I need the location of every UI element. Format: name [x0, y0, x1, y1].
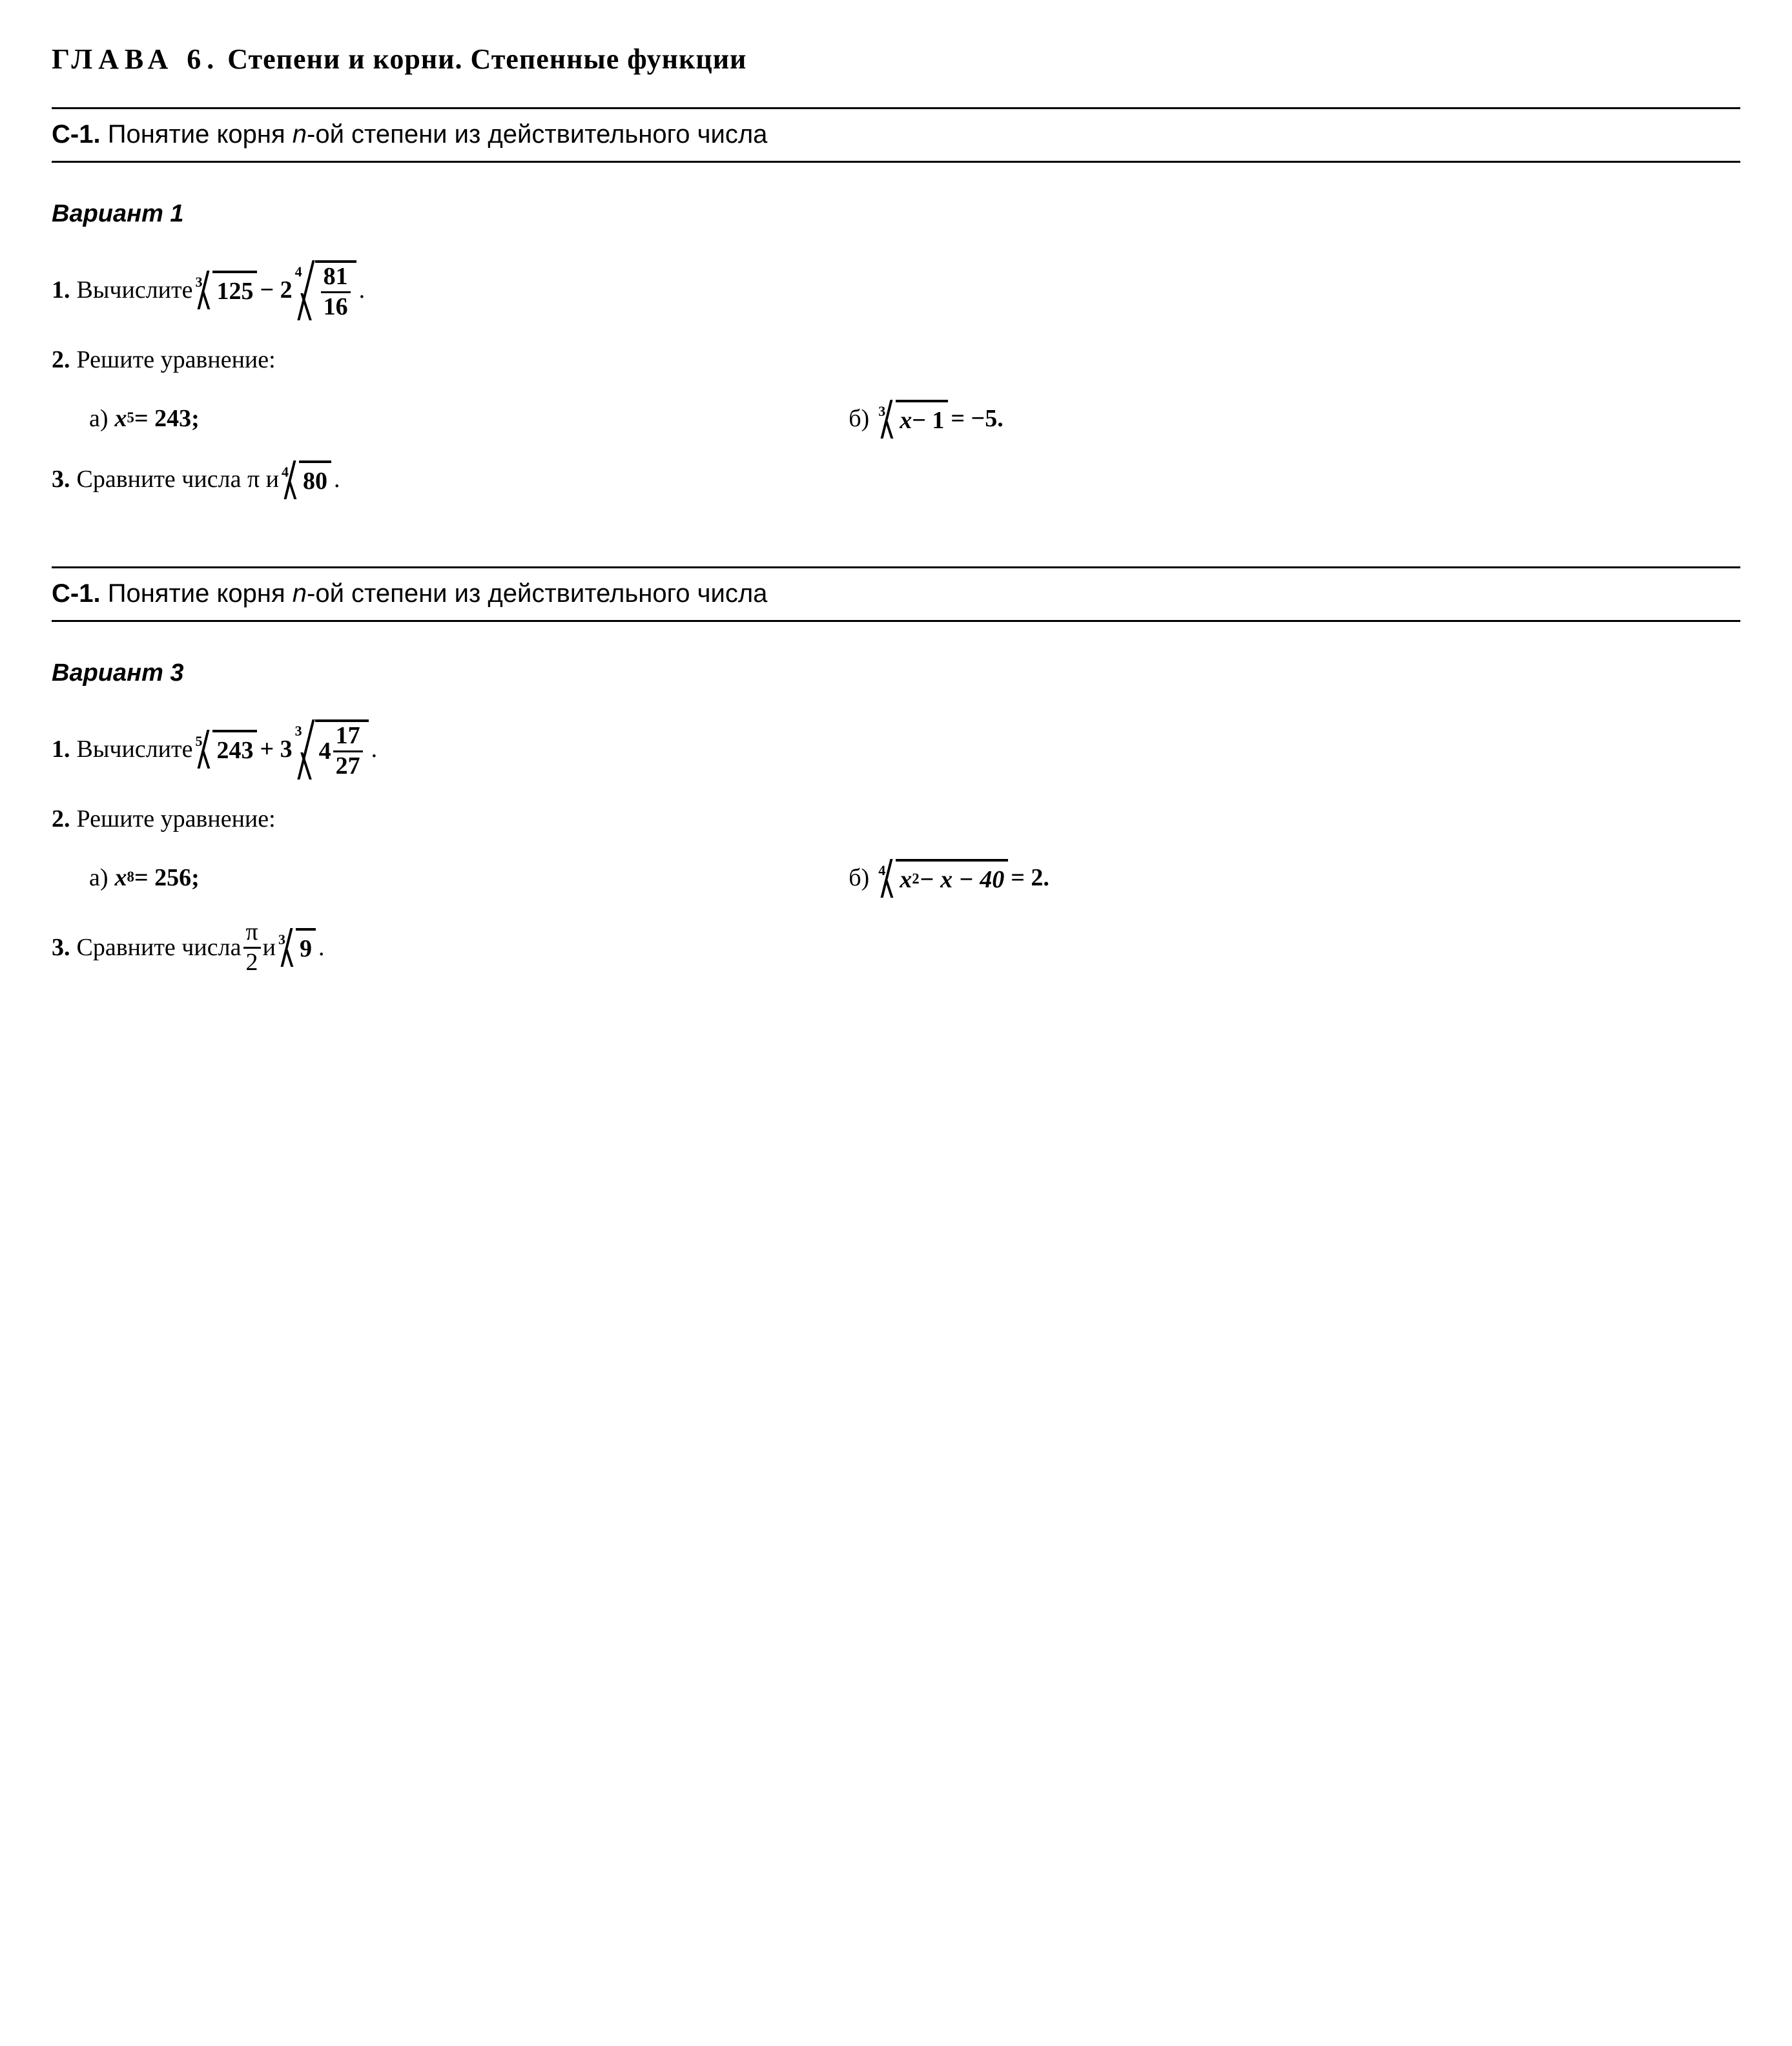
frac-den: 27	[333, 750, 363, 780]
exp-2: 2	[912, 868, 919, 889]
section-title-before: Понятие корня	[108, 120, 293, 149]
frac-num: 17	[333, 723, 363, 750]
frac-num: 81	[321, 264, 351, 291]
part-a-label: а)	[89, 860, 108, 896]
var-x: x	[900, 862, 912, 898]
v3-p2-a: а) x8 = 256;	[89, 860, 849, 896]
cuberoot-mixed: 3 4 17 27	[295, 719, 369, 780]
radicand: x2 − x − 40	[896, 859, 1008, 898]
frac-pi-2: π 2	[241, 920, 262, 976]
cuberoot-x-1: 3 x − 1	[878, 400, 948, 439]
period: .	[334, 462, 340, 497]
p-text: Решите уравнение:	[77, 801, 276, 837]
exp-8: 8	[127, 866, 134, 887]
var-x: x	[115, 860, 127, 896]
op-plus-3: + 3	[260, 732, 292, 767]
v1-p2-subparts: а) x5 = 243; б) 3 x − 1 = −5.	[89, 400, 1740, 439]
p-text: Сравните числа π и	[77, 462, 279, 497]
rule-bottom-2	[52, 620, 1740, 622]
p-num: 2.	[52, 801, 70, 837]
radicand: 243	[212, 730, 257, 769]
fifthroot-243: 5 243	[195, 730, 257, 769]
v1-p1-expr: 3 125 − 2 4 81 16 .	[192, 260, 365, 320]
op-minus-2: − 2	[260, 273, 292, 308]
section-code: С-1.	[52, 579, 101, 608]
section-n: n	[293, 579, 307, 608]
eq-tail: = 2.	[1011, 860, 1049, 896]
p-num: 2.	[52, 342, 70, 378]
p-num: 1.	[52, 273, 70, 308]
p-text: Вычислите	[77, 273, 193, 308]
v1-problem-3: 3. Сравните числа π и 4 80 .	[52, 460, 1740, 499]
eq-4root-quad: 4 x2 − x − 40 = 2.	[876, 859, 1049, 898]
section-header-1: С-1. Понятие корня n-ой степени из дейст…	[52, 109, 1740, 161]
variant-1-label: Вариант 1	[52, 196, 1740, 232]
variant-3-label: Вариант 3	[52, 656, 1740, 691]
section-code: С-1.	[52, 120, 101, 149]
cuberoot-9: 3 9	[276, 928, 318, 967]
frac-num: π	[243, 920, 260, 947]
p-text: Сравните числа	[77, 930, 242, 966]
part-a-label: а)	[89, 401, 108, 437]
fourthroot-81-16: 4 81 16	[295, 260, 356, 320]
v3-p2-b: б) 4 x2 − x − 40 = 2.	[849, 859, 1049, 898]
rule-bottom-1	[52, 161, 1740, 163]
and-text: и	[263, 930, 276, 966]
v3-problem-3: 3. Сравните числа π 2 и 3 9 .	[52, 920, 1740, 976]
p-text: Вычислите	[77, 732, 193, 767]
v3-problem-2: 2. Решите уравнение:	[52, 801, 1740, 837]
period: .	[318, 930, 325, 966]
eq-x8: x8 = 256;	[115, 860, 200, 896]
chapter-name: Степени и корни. Степенные функции	[227, 43, 747, 75]
radicand: x − 1	[896, 400, 948, 439]
period: .	[371, 732, 378, 767]
p-num: 3.	[52, 462, 70, 497]
eq-rest: = 243;	[134, 401, 200, 437]
section-header-2: С-1. Понятие корня n-ой степени из дейст…	[52, 568, 1740, 620]
part-b-label: б)	[849, 860, 869, 896]
eq-tail: = −5.	[951, 401, 1003, 437]
eq-cbrt-x-1: 3 x − 1 = −5.	[876, 400, 1003, 439]
section-n: n	[293, 120, 307, 149]
frac-den: 2	[243, 947, 261, 976]
eq-x5: x5 = 243;	[115, 401, 200, 437]
v1-problem-2: 2. Решите уравнение:	[52, 342, 1740, 378]
section-title-after: -ой степени из действительного числа	[307, 579, 767, 608]
radicand: 125	[212, 271, 257, 309]
frac-17-27: 17 27	[333, 723, 363, 780]
section-title-before: Понятие корня	[108, 579, 293, 608]
cuberoot-125: 3 125	[195, 271, 257, 309]
var-x: x	[900, 403, 912, 439]
frac-den: 16	[321, 291, 351, 320]
v3-p1-expr: 5 243 + 3 3 4 17 27 .	[192, 719, 377, 780]
mixed-whole: 4	[319, 734, 331, 769]
chapter-title: ГЛАВА 6. Степени и корни. Степенные функ…	[52, 39, 1740, 80]
p-text: Решите уравнение:	[77, 342, 276, 378]
v3-p2-subparts: а) x8 = 256; б) 4 x2 − x − 40 = 2.	[89, 859, 1740, 898]
v1-p2-b: б) 3 x − 1 = −5.	[849, 400, 1003, 439]
root: 3 9	[278, 928, 316, 967]
p-num: 3.	[52, 930, 70, 966]
section-title-after: -ой степени из действительного числа	[307, 120, 767, 149]
part-b-label: б)	[849, 401, 869, 437]
var-x: x	[115, 401, 127, 437]
fourthroot-80: 4 80	[279, 460, 334, 499]
v1-p2-a: а) x5 = 243;	[89, 401, 849, 437]
p-num: 1.	[52, 732, 70, 767]
radicand-mixed: 4 17 27	[315, 719, 369, 780]
period: .	[359, 273, 366, 308]
v3-problem-1: 1. Вычислите 5 243 + 3 3 4 17 27 .	[52, 719, 1740, 780]
rad-rest: − 1	[912, 403, 944, 439]
root: 4 80	[282, 460, 331, 499]
radicand: 80	[299, 460, 331, 499]
fourthroot-quad: 4 x2 − x − 40	[878, 859, 1008, 898]
rad-rest: − x − 40	[920, 862, 1005, 898]
frac: π 2	[243, 920, 260, 976]
exp-5: 5	[127, 407, 134, 428]
chapter-label: ГЛАВА 6.	[52, 43, 220, 75]
eq-rest: = 256;	[134, 860, 200, 896]
v1-problem-1: 1. Вычислите 3 125 − 2 4 81 16 .	[52, 260, 1740, 320]
frac-81-16: 81 16	[321, 264, 351, 320]
